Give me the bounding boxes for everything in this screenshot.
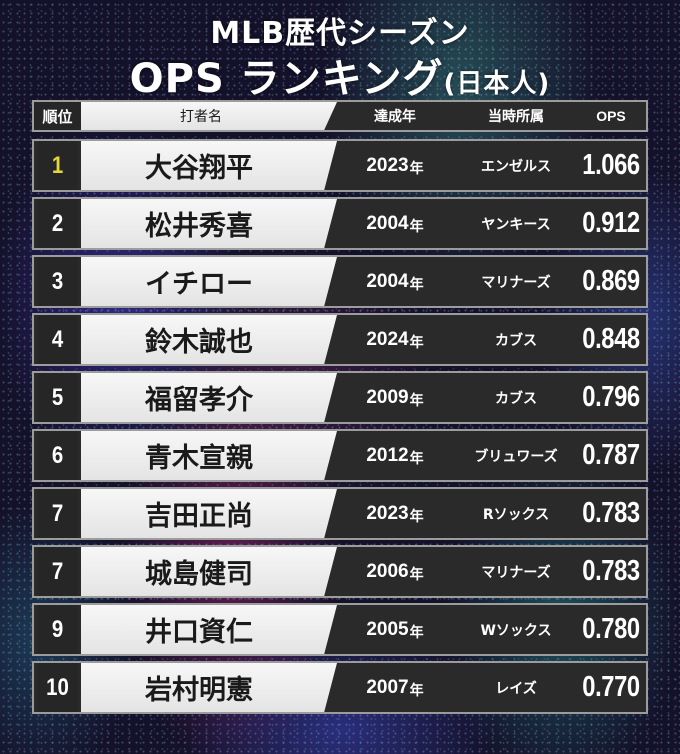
year-value: 2023 [366, 502, 409, 524]
year-cell: 2006 年 [334, 547, 456, 596]
table-row: 1 大谷翔平 2023 年 エンゼルス 1.066 [32, 139, 648, 192]
rank-cell: 4 [37, 315, 78, 364]
rank-cell: 7 [37, 547, 78, 596]
batter-name-cell: 青木宣親 [81, 431, 337, 480]
year-cell: 2004 年 [334, 257, 456, 306]
ops-cell: 0.848 [582, 323, 640, 355]
year-unit: 年 [409, 217, 424, 234]
table-row: 9 井口資仁 2005 年 Wソックス 0.780 [32, 603, 648, 656]
year-value: 2024 [366, 328, 409, 350]
year-cell: 2007 年 [334, 663, 456, 712]
header-batter: 打者名 [81, 102, 337, 130]
table-row: 6 青木宣親 2012 年 ブリュワーズ 0.787 [32, 429, 648, 482]
table-row: 5 福留孝介 2009 年 カブス 0.796 [32, 371, 648, 424]
table-header-row: 順位 打者名 達成年 当時所属 OPS [32, 100, 648, 132]
rank-cell: 5 [37, 373, 78, 422]
batter-name-cell: 松井秀喜 [81, 199, 337, 248]
ops-cell: 0.869 [582, 265, 640, 297]
batter-name-cell: イチロー [81, 257, 337, 306]
ops-cell: 0.780 [582, 613, 640, 645]
year-cell: 2004 年 [334, 199, 456, 248]
ops-cell: 0.783 [582, 555, 640, 587]
rank-cell: 2 [37, 199, 78, 248]
team-cell: カブス [495, 390, 537, 407]
table-row: 7 吉田正尚 2023 年 Rソックス 0.783 [32, 487, 648, 540]
year-value: 2006 [366, 560, 409, 582]
team-cell: ヤンキース [481, 216, 551, 233]
header-year: 達成年 [374, 109, 416, 125]
table-row: 3 イチロー 2004 年 マリナーズ 0.869 [32, 255, 648, 308]
ops-cell: 0.770 [582, 671, 640, 703]
year-cell: 2023 年 [334, 141, 456, 190]
year-cell: 2005 年 [334, 605, 456, 654]
ops-cell: 0.787 [582, 439, 640, 471]
ops-cell: 1.066 [582, 149, 640, 181]
batter-name-cell: 鈴木誠也 [81, 315, 337, 364]
year-cell: 2024 年 [334, 315, 456, 364]
year-unit: 年 [409, 623, 424, 640]
team-cell: レイズ [495, 680, 537, 697]
batter-name-cell: 大谷翔平 [81, 141, 337, 190]
team-cell: カブス [495, 332, 537, 349]
team-cell: Rソックス [482, 506, 550, 523]
rank-cell: 9 [37, 605, 78, 654]
title-line-2: OPS ランキング(日本人) [0, 46, 680, 104]
year-value: 2007 [366, 676, 409, 698]
ops-cell: 0.783 [582, 497, 640, 529]
table-row: 2 松井秀喜 2004 年 ヤンキース 0.912 [32, 197, 648, 250]
year-value: 2009 [366, 386, 409, 408]
year-value: 2004 [366, 270, 409, 292]
title-suffix: (日本人) [443, 69, 551, 99]
table-row: 7 城島健司 2006 年 マリナーズ 0.783 [32, 545, 648, 598]
title-line-1: MLB歴代シーズン [210, 16, 470, 51]
team-cell: マリナーズ [481, 274, 551, 291]
batter-name-cell: 井口資仁 [81, 605, 337, 654]
year-cell: 2009 年 [334, 373, 456, 422]
year-value: 2004 [366, 212, 409, 234]
table-row: 4 鈴木誠也 2024 年 カブス 0.848 [32, 313, 648, 366]
header-ops: OPS [596, 108, 626, 124]
rank-cell: 3 [37, 257, 78, 306]
title-main: OPS ランキング [129, 56, 444, 102]
year-cell: 2023 年 [334, 489, 456, 538]
year-value: 2023 [366, 154, 409, 176]
rank-cell: 1 [37, 141, 78, 190]
team-cell: ブリュワーズ [474, 448, 558, 465]
team-cell: エンゼルス [481, 158, 551, 175]
year-value: 2012 [366, 444, 409, 466]
year-unit: 年 [409, 159, 424, 176]
rank-cell: 6 [37, 431, 78, 480]
year-unit: 年 [409, 507, 424, 524]
team-cell: マリナーズ [481, 564, 551, 581]
team-cell: Wソックス [480, 622, 552, 639]
year-unit: 年 [409, 565, 424, 582]
batter-name-cell: 吉田正尚 [81, 489, 337, 538]
rank-cell: 7 [37, 489, 78, 538]
year-unit: 年 [409, 333, 424, 350]
year-unit: 年 [409, 449, 424, 466]
ops-cell: 0.796 [582, 381, 640, 413]
year-cell: 2012 年 [334, 431, 456, 480]
batter-name-cell: 福留孝介 [81, 373, 337, 422]
table-row: 10 岩村明憲 2007 年 レイズ 0.770 [32, 661, 648, 714]
year-value: 2005 [366, 618, 409, 640]
batter-name-cell: 岩村明憲 [81, 663, 337, 712]
ops-cell: 0.912 [582, 207, 640, 239]
rank-cell: 10 [37, 663, 78, 712]
header-rank: 順位 [34, 102, 81, 130]
batter-name-cell: 城島健司 [81, 547, 337, 596]
year-unit: 年 [409, 275, 424, 292]
year-unit: 年 [409, 681, 424, 698]
year-unit: 年 [409, 391, 424, 408]
header-team: 当時所属 [488, 109, 544, 125]
